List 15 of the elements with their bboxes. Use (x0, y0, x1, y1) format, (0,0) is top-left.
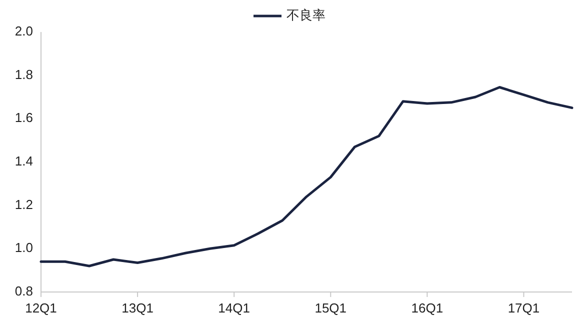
y-tick-label: 0.8 (14, 283, 33, 298)
y-tick-label: 2.0 (14, 23, 33, 38)
y-tick-label: 1.8 (14, 66, 33, 82)
x-tick-label: 14Q1 (218, 300, 250, 316)
x-tick-label: 16Q1 (411, 300, 444, 316)
y-tick-label: 1.2 (14, 196, 33, 212)
x-tick-label: 13Q1 (122, 300, 154, 316)
x-tick-label: 12Q1 (25, 300, 57, 316)
line-series (40, 86, 574, 268)
y-tick-label: 1.6 (14, 110, 33, 126)
x-tick-label: 15Q1 (314, 300, 347, 316)
y-tick-label: 1.4 (14, 153, 33, 168)
y-tick-label: 1.0 (14, 240, 33, 256)
x-tick-label: 17Q1 (508, 300, 540, 316)
legend-label: 不良率 (286, 7, 326, 22)
